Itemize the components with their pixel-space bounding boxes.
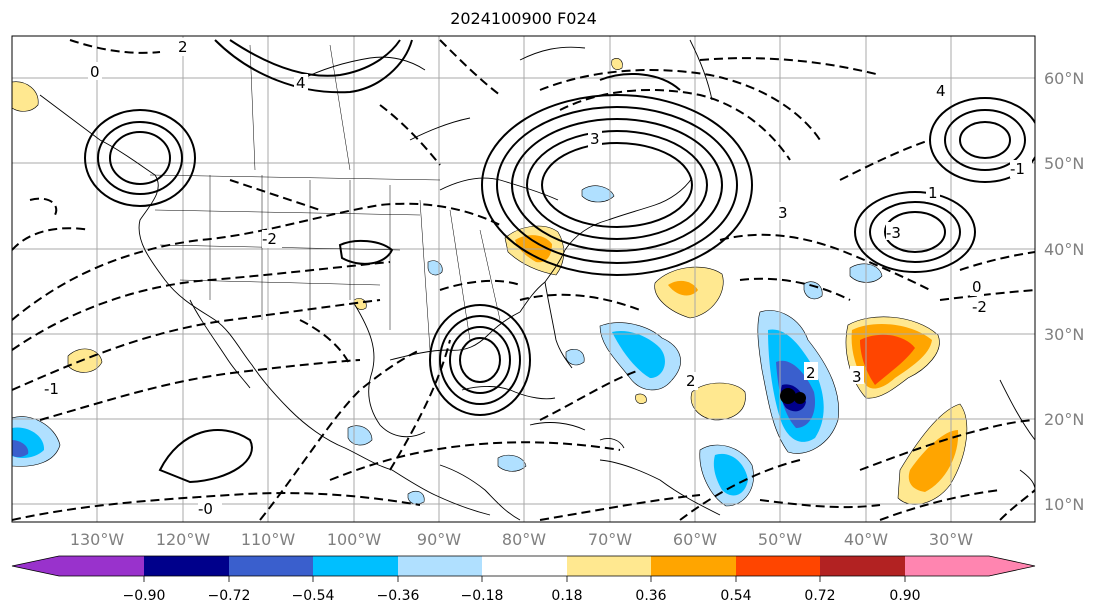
contour-label: -2 [972,298,987,316]
colorbar-tick-label: 0.18 [551,588,582,604]
lat-label: 40°N [1044,240,1084,259]
solid-contours [84,39,1035,484]
lon-label: 110°W [241,530,296,549]
map-title: 2024100900 F024 [450,9,597,28]
colorbar-min-arrow [12,556,59,576]
colorbar-segment [144,556,229,576]
lon-label: 80°W [502,530,546,549]
lat-label: 60°N [1044,69,1084,88]
contour-label: 3 [590,130,600,148]
contour-label: -3 [886,224,901,242]
contour-labels: 0 2 3 4 -2 -1 -3 1 2 3 -2 -0 0 [44,38,1032,518]
contour-label: 2 [806,364,816,382]
colorbar-tick-label: 0.90 [889,588,920,604]
lat-label: 20°N [1044,410,1084,429]
lon-label: 120°W [156,530,211,549]
colorbar-tick-label: 0.54 [720,588,751,604]
colorbar: −0.90 −0.72 −0.54 −0.36 −0.18 0.18 0.36 … [11,555,1036,604]
colorbar-segment [820,556,905,576]
colorbar-segment [567,556,651,576]
contour-label: 3 [778,204,788,222]
contour-label: 4 [936,82,946,100]
coastlines [39,39,1035,521]
contour-label: -0 [198,500,213,518]
lat-label: 50°N [1044,154,1084,173]
colorbar-tick-label: −0.54 [292,588,335,604]
state-borders [149,44,501,351]
lon-label: 30°W [929,530,973,549]
colorbar-segment [905,556,989,576]
colorbar-segment [59,556,144,576]
contour-label: 0 [90,63,100,81]
lon-label: 50°W [758,530,802,549]
contour-label: 3 [852,368,862,386]
colorbar-tick-label: −0.90 [123,588,166,604]
colorbar-segment [229,556,313,576]
lon-label: 70°W [588,530,632,549]
contour-label: -1 [1010,160,1025,178]
colorbar-max-arrow [989,556,1035,576]
colorbar-tick-label: −0.36 [377,588,420,604]
colorbar-tick-label: 0.72 [804,588,835,604]
lon-label: 130°W [70,530,125,549]
map-frame [11,35,1036,523]
lon-label: 100°W [327,530,382,549]
longitude-labels: 130°W 120°W 110°W 100°W 90°W 80°W 70°W 6… [70,530,973,549]
extreme-markers [780,388,806,404]
contour-label: 0 [972,278,982,296]
contour-label: -2 [262,230,277,248]
colorbar-outline [11,555,1036,577]
lon-label: 60°W [673,530,717,549]
contour-label: 4 [296,74,306,92]
colorbar-segment [736,556,820,576]
contour-label: 2 [178,38,188,56]
colorbar-tick-label: 0.36 [635,588,666,604]
contour-label: 2 [686,372,696,390]
latitude-labels: 60°N 50°N 40°N 30°N 20°N 10°N [1044,69,1084,514]
lon-label: 40°W [844,530,888,549]
lat-label: 10°N [1044,495,1084,514]
colorbar-tick-label: −0.18 [461,588,504,604]
colorbar-tick-label: −0.72 [208,588,251,604]
colorbar-segment [398,556,482,576]
lon-label: 90°W [417,530,461,549]
dashed-contours [12,39,1035,521]
lat-label: 30°N [1044,325,1084,344]
contour-label: 1 [928,184,938,202]
colorbar-segment [313,556,398,576]
warm-anomaly-near-caribbean [690,382,746,421]
colorbar-segment [651,556,736,576]
colorbar-segment [482,556,567,576]
warm-anomaly-pacific [67,348,103,373]
contour-label: -1 [44,380,59,398]
